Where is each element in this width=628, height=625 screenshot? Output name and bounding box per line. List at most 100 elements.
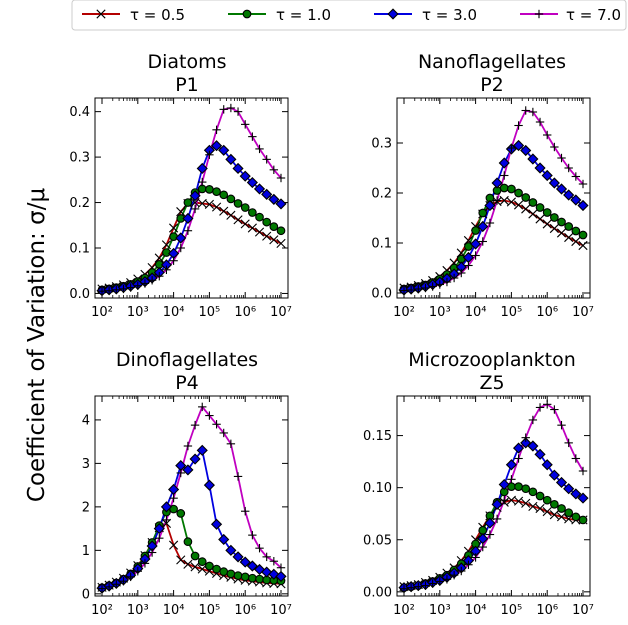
marker-diamond xyxy=(275,198,287,210)
data-point xyxy=(485,218,495,228)
panel-title-line2: P1 xyxy=(175,74,199,96)
data-point xyxy=(528,209,538,219)
data-point xyxy=(421,283,430,293)
marker-circle xyxy=(219,567,229,577)
data-point xyxy=(147,548,157,557)
y-tick-label: 0.4 xyxy=(69,105,90,120)
panel-microzooplankton: Microzooplankton Z5 10² 10³ 10⁴ 10⁵ 10⁶ 10⁷ 0.… xyxy=(363,349,594,618)
data-point xyxy=(232,162,244,175)
y-tick-label: 0.10 xyxy=(363,481,392,496)
marker-stroke xyxy=(542,219,552,229)
data-point xyxy=(528,198,538,207)
data-point xyxy=(541,169,553,182)
marker-circle xyxy=(226,194,236,204)
data-point xyxy=(190,551,200,561)
data-point xyxy=(535,403,545,412)
y-tick-label: 0.0 xyxy=(69,287,90,302)
data-point xyxy=(104,582,114,592)
x-tick-label: 10² xyxy=(393,305,415,320)
marker-circle xyxy=(190,551,200,561)
data-point xyxy=(189,453,201,465)
marker-circle xyxy=(542,208,552,217)
marker-stroke xyxy=(549,510,559,520)
y-tick-label: 1 xyxy=(82,544,90,559)
marker-stroke xyxy=(549,223,559,234)
marker-diamond xyxy=(232,551,244,563)
data-point xyxy=(491,177,503,189)
data-point xyxy=(521,204,531,214)
data-point xyxy=(176,555,186,565)
data-point xyxy=(239,170,251,182)
data-point xyxy=(578,515,588,525)
data-point xyxy=(126,572,135,582)
data-point xyxy=(534,448,546,460)
data-point xyxy=(212,564,221,574)
marker-diamond xyxy=(246,176,258,189)
x-tick-label: 10⁵ xyxy=(199,603,221,618)
data-point xyxy=(153,523,165,535)
data-point xyxy=(550,142,559,152)
data-point xyxy=(262,155,271,164)
data-point xyxy=(247,223,257,233)
data-point xyxy=(556,228,567,238)
marker-circle xyxy=(550,499,559,509)
data-point xyxy=(528,501,538,512)
marker-circle xyxy=(557,217,566,227)
data-point xyxy=(219,428,228,438)
marker-circle xyxy=(578,230,588,240)
data-point xyxy=(162,515,171,525)
legend-marker-glyph xyxy=(96,9,106,19)
data-point xyxy=(571,172,581,181)
data-point xyxy=(261,188,273,200)
marker-diamond xyxy=(160,501,173,513)
data-point xyxy=(542,507,552,517)
data-point xyxy=(253,183,266,195)
data-point xyxy=(521,106,530,115)
marker-stroke xyxy=(226,210,236,220)
y-tick-label: 0.15 xyxy=(363,429,392,444)
data-point xyxy=(160,501,173,513)
data-point xyxy=(248,573,257,583)
marker-stroke xyxy=(240,219,250,229)
data-point xyxy=(564,232,574,243)
data-point xyxy=(506,197,516,207)
data-point xyxy=(204,199,214,209)
marker-stroke xyxy=(513,200,524,210)
data-point xyxy=(205,561,214,571)
data-point xyxy=(226,569,236,579)
legend-marker-2 xyxy=(387,8,399,20)
data-point xyxy=(183,441,193,451)
data-point xyxy=(406,583,416,592)
data-point xyxy=(169,540,179,550)
marker-circle xyxy=(219,190,229,200)
data-point xyxy=(246,560,258,572)
data-point xyxy=(449,273,459,283)
data-point xyxy=(399,584,409,593)
legend-label-3: τ = 7.0 xyxy=(566,6,621,24)
data-point xyxy=(182,212,194,225)
data-point xyxy=(414,582,423,591)
marker-circle xyxy=(212,187,221,196)
data-point xyxy=(233,215,243,225)
marker-stroke xyxy=(161,240,172,250)
data-point xyxy=(477,220,489,233)
marker-diamond xyxy=(182,464,194,476)
data-point xyxy=(520,144,532,157)
x-tick-label: 10⁶ xyxy=(536,603,558,618)
data-point xyxy=(183,226,193,235)
data-point xyxy=(232,551,244,563)
data-point xyxy=(521,193,531,202)
marker-diamond xyxy=(268,568,280,580)
data-point xyxy=(449,570,459,580)
marker-stroke xyxy=(528,209,538,219)
y-tick-label: 0.00 xyxy=(363,585,392,600)
marker-circle xyxy=(521,193,531,202)
data-point xyxy=(262,552,271,562)
data-point xyxy=(527,440,539,452)
data-point xyxy=(399,286,409,295)
marker-diamond xyxy=(563,189,575,201)
data-point xyxy=(248,132,257,141)
data-point xyxy=(414,284,423,294)
marker-diamond xyxy=(548,177,560,189)
data-point xyxy=(205,185,214,194)
